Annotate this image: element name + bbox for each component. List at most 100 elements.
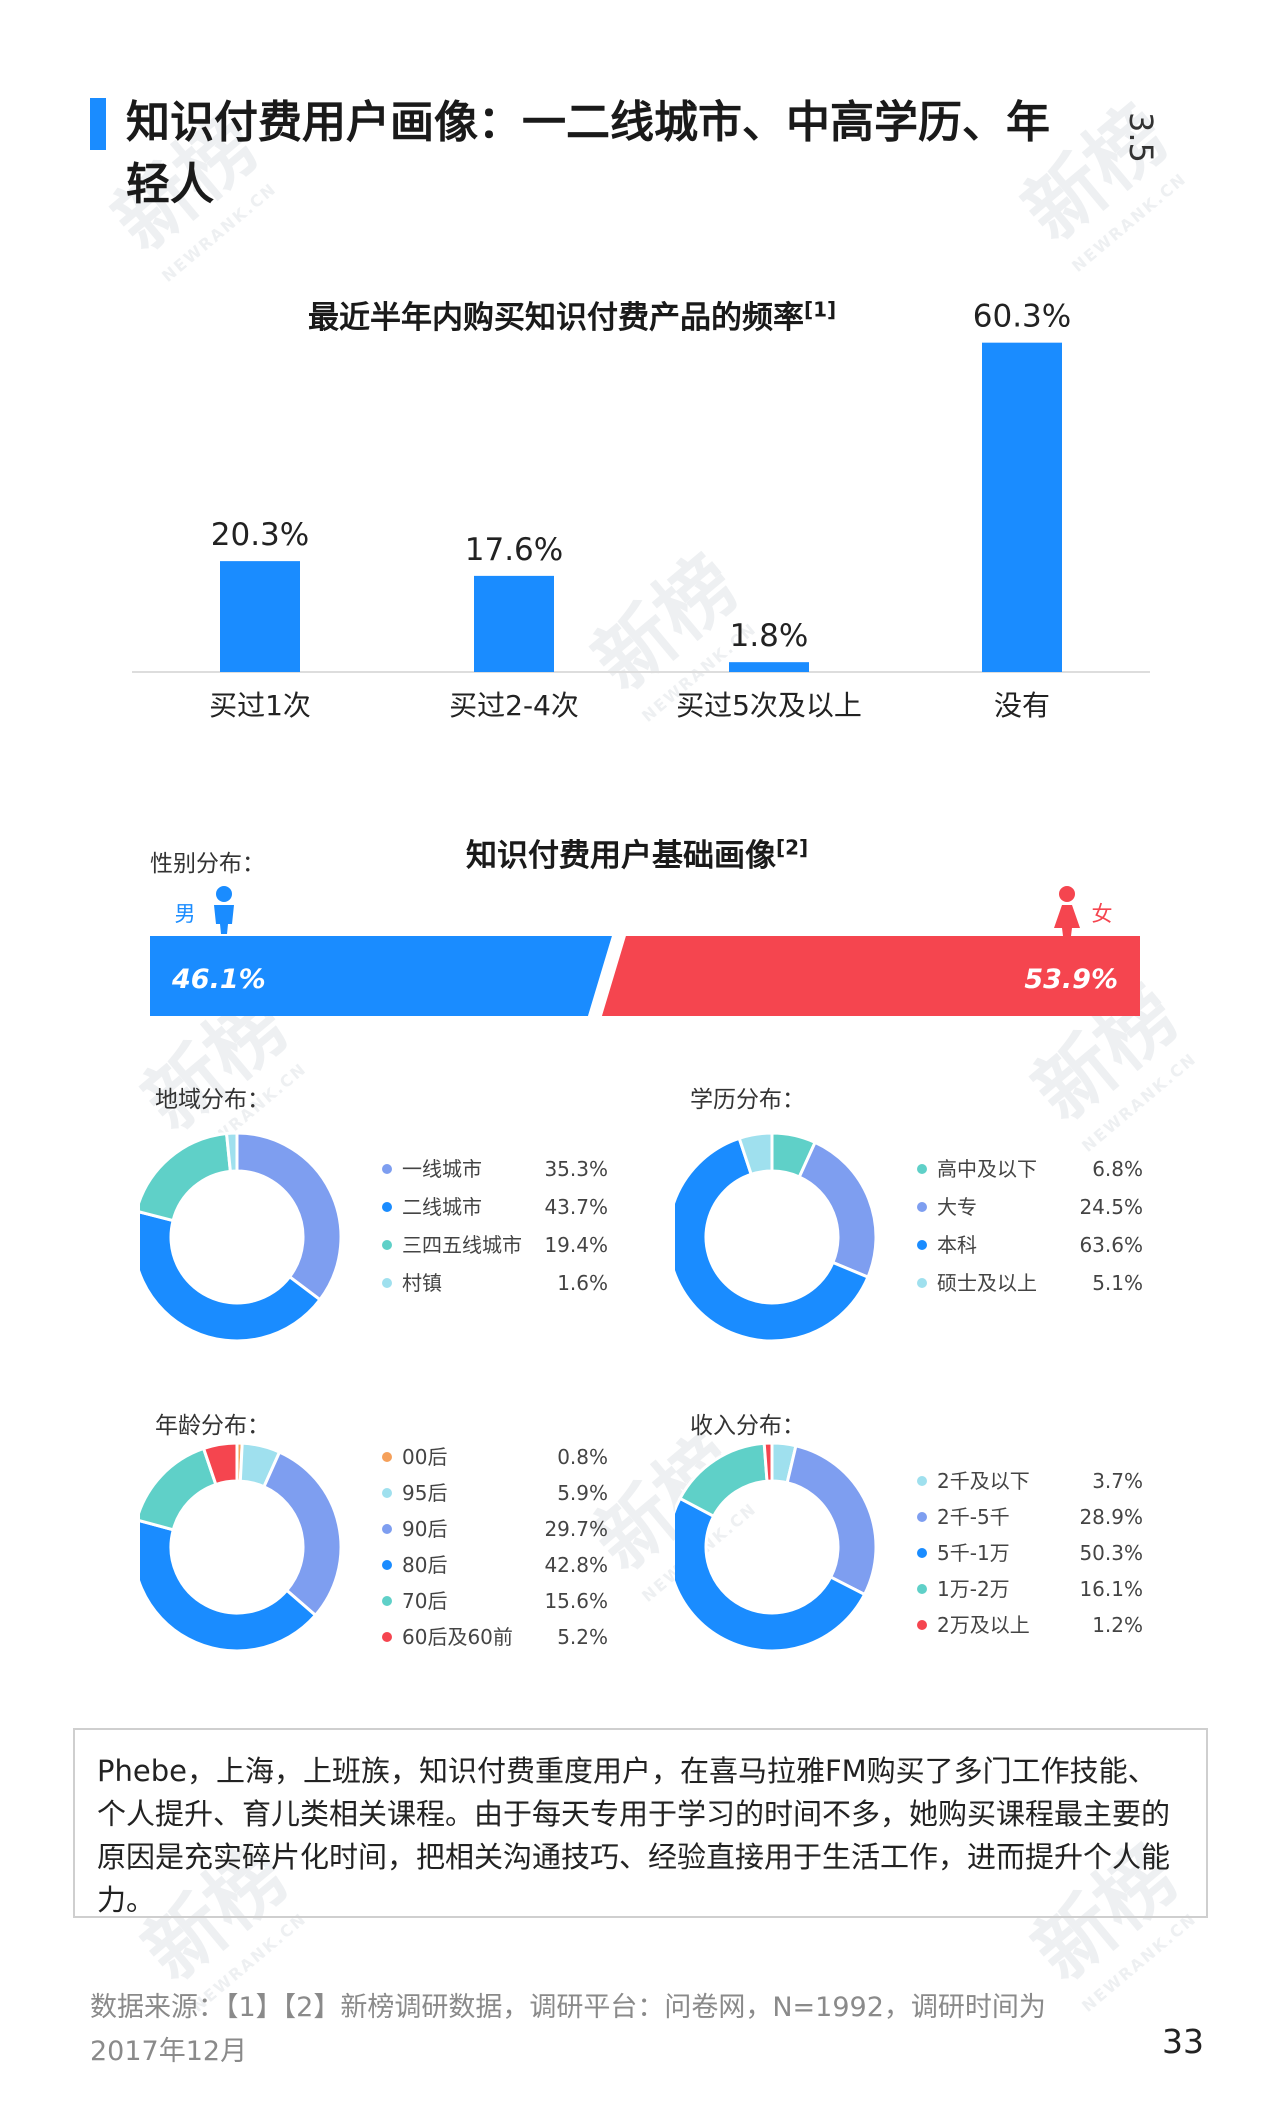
region-legend-label: 三四五线城市	[402, 1233, 522, 1257]
age-legend-marker	[382, 1632, 392, 1642]
income-legend-value: 3.7%	[1092, 1469, 1143, 1493]
frequency-bar-value-label: 1.8%	[730, 618, 809, 654]
income-legend-marker	[917, 1548, 927, 1558]
region-legend-label: 二线城市	[402, 1195, 482, 1219]
education-donut-slice	[797, 1140, 878, 1280]
gender-section-label: 性别分布：	[150, 851, 265, 877]
age-legend-label: 00后	[402, 1445, 447, 1469]
age-legend-marker	[382, 1524, 392, 1534]
income-legend-marker	[917, 1584, 927, 1594]
education-donut-slice	[675, 1136, 870, 1343]
gender-bar-chart: 46.1% 53.9% 男 女	[150, 886, 1140, 1016]
education-legend-label: 高中及以下	[937, 1157, 1037, 1181]
income-donut-slice	[762, 1441, 774, 1483]
page-number: 33	[1162, 2022, 1204, 2061]
income-donut-chart: 2千及以下 3.7% 2千-5千 28.9% 5千-1万 50.3% 1万-2万 16.1% 2…	[675, 1441, 1143, 1653]
gender-female-bar	[601, 936, 1140, 1016]
education-legend-marker	[917, 1278, 927, 1288]
frequency-chart-title-ref: [1]	[804, 297, 837, 322]
frequency-bar-value-label: 60.3%	[973, 299, 1071, 335]
education-donut-chart: 高中及以下 6.8% 大专 24.5% 本科 63.6% 硕士及以上 5.1%	[675, 1131, 1143, 1343]
page-title: 知识付费用户画像：一二线城市、中高学历、年轻人	[126, 97, 1050, 210]
frequency-category-label: 买过5次及以上	[676, 689, 862, 722]
age-legend-value: 15.6%	[544, 1589, 608, 1613]
data-source: 数据来源：【1】【2】新榜调研数据，调研平台：问卷网，N=1992，调研时间为2…	[90, 1992, 1046, 2067]
region-donut-slice	[140, 1131, 233, 1223]
frequency-category-label: 买过2-4次	[449, 689, 579, 722]
education-legend-marker	[917, 1240, 927, 1250]
age-legend-value: 5.9%	[557, 1481, 608, 1505]
age-donut-chart: 00后 0.8% 95后 5.9% 90后 29.7% 80后 42.8% 70后 15.6% 60…	[140, 1441, 608, 1653]
age-legend-value: 42.8%	[544, 1553, 608, 1577]
male-figure-body	[214, 905, 234, 934]
education-legend-marker	[917, 1202, 927, 1212]
age-donut-slice	[140, 1446, 218, 1532]
education-legend-value: 63.6%	[1079, 1233, 1143, 1257]
age-legend-label: 60后及60前	[402, 1625, 513, 1649]
age-legend-label: 95后	[402, 1481, 447, 1505]
frequency-category-label: 没有	[994, 689, 1050, 722]
education-legend-label: 本科	[937, 1233, 977, 1257]
education-legend-value: 5.1%	[1092, 1271, 1143, 1295]
education-legend-label: 大专	[937, 1195, 977, 1219]
frequency-bar	[729, 662, 809, 672]
region-legend-label: 村镇	[402, 1271, 442, 1295]
region-donut-slice	[224, 1131, 239, 1173]
age-legend-label: 90后	[402, 1517, 447, 1541]
frequency-bar-value-label: 20.3%	[211, 517, 309, 553]
age-legend-marker	[382, 1452, 392, 1462]
region-legend-marker	[382, 1240, 392, 1250]
region-section-label: 地域分布：	[155, 1087, 270, 1113]
profile-chart-title-ref: [2]	[776, 835, 809, 860]
age-legend-label: 70后	[402, 1589, 447, 1613]
age-legend-marker	[382, 1488, 392, 1498]
income-legend-value: 1.2%	[1092, 1613, 1143, 1637]
gender-female-value: 53.9%	[1024, 964, 1118, 995]
education-donut-slice	[737, 1131, 774, 1177]
male-figure-head	[216, 886, 232, 902]
income-section-label: 收入分布：	[690, 1413, 805, 1439]
age-legend-value: 0.8%	[557, 1445, 608, 1469]
age-legend-value: 5.2%	[557, 1625, 608, 1649]
age-legend-value: 29.7%	[544, 1517, 608, 1541]
age-donut-slice	[201, 1441, 239, 1487]
region-legend-value: 1.6%	[557, 1271, 608, 1295]
age-donut-slice	[140, 1519, 318, 1653]
income-legend-value: 16.1%	[1079, 1577, 1143, 1601]
region-legend-label: 一线城市	[402, 1157, 482, 1181]
income-legend-label: 2千-5千	[937, 1505, 1010, 1529]
education-legend-value: 6.8%	[1092, 1157, 1143, 1181]
region-legend-value: 35.3%	[544, 1157, 608, 1181]
income-donut-slice	[675, 1496, 867, 1653]
profile-chart-title: 知识付费用户基础画像[2]	[466, 830, 808, 875]
education-legend-label: 硕士及以上	[937, 1271, 1037, 1295]
age-legend-label: 80后	[402, 1553, 447, 1577]
frequency-category-label: 买过1次	[209, 689, 311, 722]
income-legend-label: 2千及以下	[937, 1469, 1030, 1493]
female-figure-body	[1054, 905, 1080, 936]
income-legend-value: 28.9%	[1079, 1505, 1143, 1529]
frequency-bar	[220, 561, 300, 672]
section-number: 3.5	[1122, 112, 1160, 163]
age-legend-marker	[382, 1596, 392, 1606]
income-legend-marker	[917, 1512, 927, 1522]
income-legend-marker	[917, 1476, 927, 1486]
title-accent-bar	[90, 98, 106, 150]
region-donut-slice	[235, 1131, 343, 1302]
education-legend-value: 24.5%	[1079, 1195, 1143, 1219]
region-legend-value: 43.7%	[544, 1195, 608, 1219]
age-legend-marker	[382, 1560, 392, 1570]
region-legend-marker	[382, 1164, 392, 1174]
female-figure-head	[1059, 886, 1075, 902]
income-donut-slice	[785, 1443, 878, 1597]
frequency-bar	[474, 575, 554, 672]
gender-female-label: 女	[1092, 902, 1113, 926]
gender-male-bar	[150, 936, 612, 1016]
region-legend-value: 19.4%	[544, 1233, 608, 1257]
male-figure-icon	[214, 886, 234, 934]
income-legend-label: 2万及以上	[937, 1613, 1030, 1637]
profile-chart-title-text: 知识付费用户基础画像	[466, 838, 776, 874]
region-legend-marker	[382, 1202, 392, 1212]
frequency-bar	[982, 342, 1062, 672]
age-donut-slice	[261, 1450, 343, 1618]
